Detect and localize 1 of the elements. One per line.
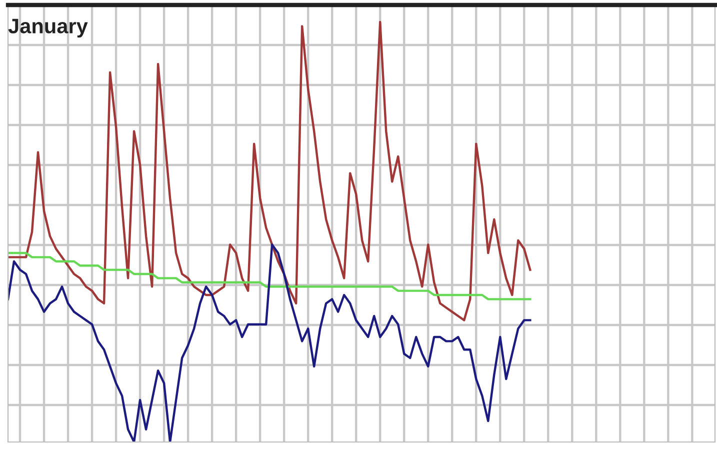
chart-title: January [8, 18, 88, 38]
